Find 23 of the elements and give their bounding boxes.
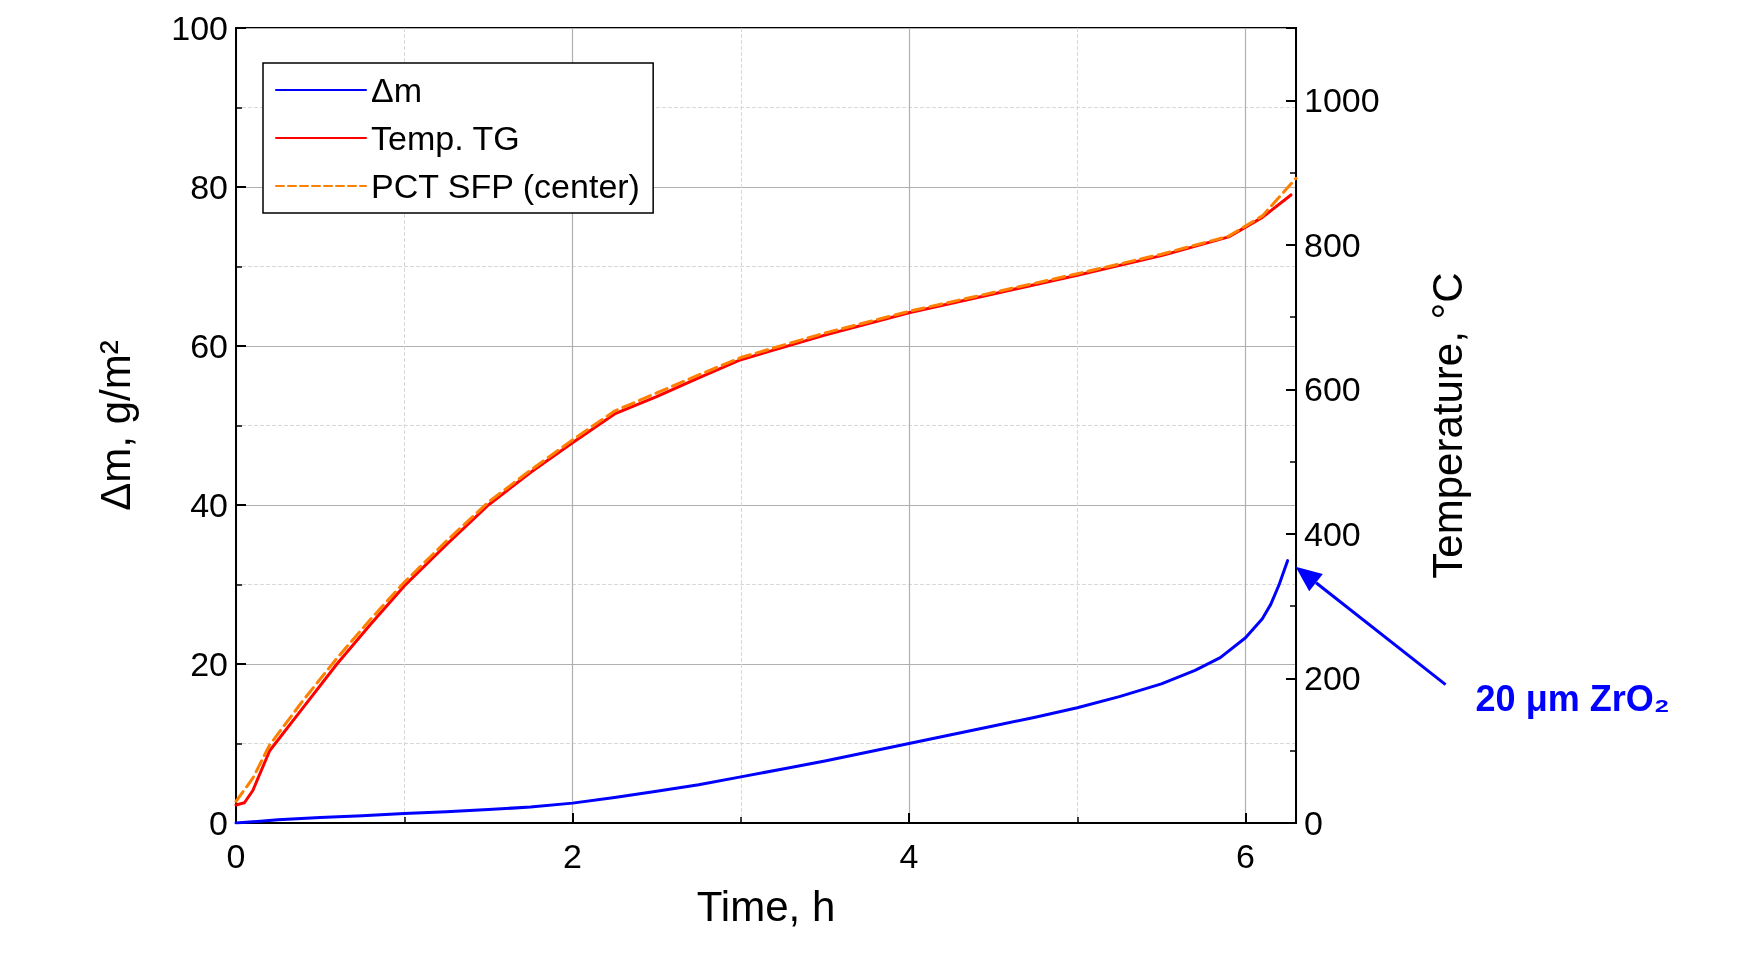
legend-label: Δm [371, 71, 423, 109]
x-tick-label: 4 [899, 837, 919, 875]
y-tick-label: 80 [190, 168, 228, 206]
text: 20 μm ZrO₂ [1475, 678, 1670, 720]
x-axis-title: Time, h [696, 882, 836, 930]
y2-tick-label: 0 [1304, 804, 1323, 842]
legend-label: Temp. TG [371, 119, 520, 157]
y2-tick-label: 1000 [1304, 81, 1380, 120]
y-tick-label: 20 [190, 645, 228, 683]
y2-tick-label: 400 [1304, 514, 1361, 553]
y-tick-label: 100 [171, 9, 228, 47]
y-tick-label: 40 [190, 486, 228, 524]
y2-tick-label: 200 [1304, 659, 1361, 698]
y-tick-label: 0 [209, 804, 228, 842]
line-series [234, 559, 1290, 825]
x-tick-label: 6 [1236, 837, 1255, 875]
y2-tick-label: 800 [1304, 225, 1361, 264]
y-tick-label: 60 [190, 327, 228, 365]
y2-tick-label: 600 [1304, 370, 1361, 409]
x-tick-label: 2 [563, 837, 582, 875]
y2-axis-title: Temperature, °C [1423, 272, 1471, 579]
legend-label: PCT SFP (center) [371, 167, 640, 205]
y-axis-title: Δm, g/m² [91, 340, 139, 511]
